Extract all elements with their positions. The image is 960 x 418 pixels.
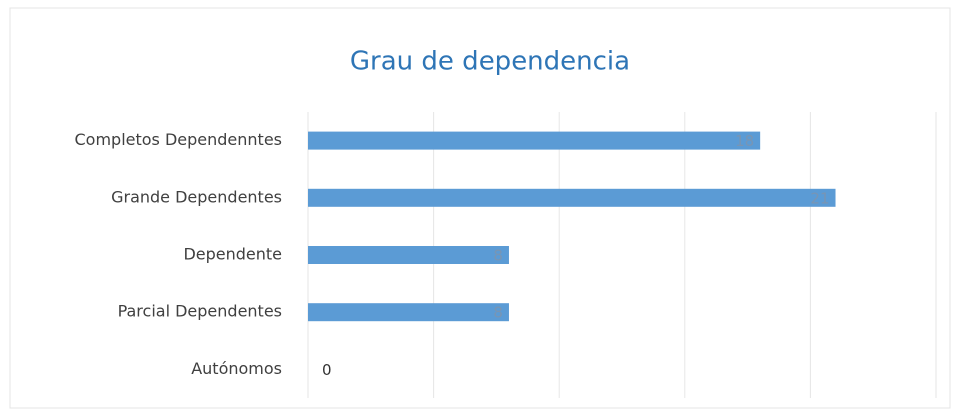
bar: [308, 188, 836, 207]
data-label: 8: [493, 304, 503, 322]
data-label: 21: [810, 189, 829, 207]
chart-frame: [9, 7, 951, 409]
chart-title: Grau de dependencia: [350, 47, 630, 77]
data-label: 8: [493, 247, 503, 265]
data-label: 18: [735, 132, 754, 150]
y-tick-label: Autónomos: [191, 359, 282, 378]
y-tick-label: Parcial Dependentes: [118, 302, 282, 321]
y-tick-label: Completos Dependenntes: [74, 130, 282, 149]
y-tick-label: Dependente: [183, 245, 282, 264]
bar: [308, 246, 509, 264]
y-tick-label: Grande Dependentes: [111, 187, 282, 206]
data-label: 0: [322, 361, 332, 379]
bar: [308, 131, 761, 150]
bar: [308, 303, 509, 322]
